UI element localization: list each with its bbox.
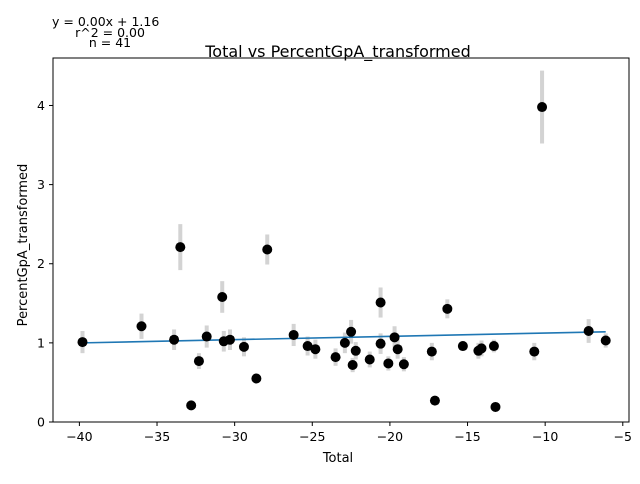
x-tick-label: −40: [66, 429, 92, 444]
y-tick-label: 2: [37, 256, 45, 271]
data-point: [457, 341, 468, 352]
y-tick-label: 0: [37, 415, 45, 430]
y-axis-label: PercentGpA_transformed: [16, 164, 31, 327]
x-tick-label: −20: [377, 429, 403, 444]
data-points: [77, 102, 611, 412]
data-point: [217, 291, 228, 302]
y-tick-label: 4: [37, 98, 45, 113]
regression-equation: y = 0.00x + 1.16: [52, 14, 159, 29]
data-point: [238, 341, 249, 352]
x-tick-label: −35: [144, 429, 170, 444]
data-point: [442, 303, 453, 314]
x-tick-label: −15: [454, 429, 480, 444]
data-point: [346, 326, 357, 337]
x-tick-label: −5: [614, 429, 632, 444]
data-point: [490, 401, 501, 412]
data-point: [302, 341, 313, 352]
data-point: [364, 354, 375, 365]
x-axis-ticks: −40 −35 −30 −25 −20 −15 −10 −5: [66, 422, 632, 444]
data-point: [224, 334, 235, 345]
data-point: [169, 334, 180, 345]
x-tick-label: −10: [532, 429, 558, 444]
data-point: [383, 358, 394, 369]
data-point: [375, 338, 386, 349]
data-point: [426, 346, 437, 357]
data-point: [350, 345, 361, 356]
data-point: [398, 359, 409, 370]
data-point: [193, 356, 204, 367]
plot-frame: [52, 57, 630, 423]
data-point: [251, 373, 262, 384]
data-point: [330, 352, 341, 363]
y-tick-label: 3: [37, 177, 45, 192]
data-point: [476, 343, 487, 354]
error-bars: [80, 70, 608, 410]
data-point: [347, 360, 358, 371]
data-point: [600, 335, 611, 346]
data-point: [529, 346, 540, 357]
data-point: [488, 341, 499, 352]
chart-title: Total vs PercentGpA_transformed: [204, 42, 470, 62]
data-point: [339, 337, 350, 348]
r-squared-annotation: r^2 = 0.00: [75, 25, 145, 40]
data-point: [136, 321, 147, 332]
data-point: [375, 297, 386, 308]
x-tick-label: −25: [299, 429, 325, 444]
sample-size-annotation: n = 41: [89, 35, 131, 50]
data-point: [392, 344, 403, 355]
y-tick-label: 1: [37, 335, 45, 350]
data-point: [288, 329, 299, 340]
y-axis-ticks: 0 1 2 3 4: [37, 98, 53, 430]
data-point: [77, 337, 88, 348]
data-point: [186, 400, 197, 411]
data-point: [389, 332, 400, 343]
data-point: [262, 244, 273, 255]
x-tick-label: −30: [221, 429, 247, 444]
data-point: [583, 326, 594, 336]
data-point: [537, 102, 548, 113]
data-point: [310, 344, 321, 355]
data-point: [175, 242, 186, 253]
data-point: [429, 395, 440, 406]
data-point: [201, 331, 212, 342]
x-axis-label: Total: [322, 451, 353, 466]
